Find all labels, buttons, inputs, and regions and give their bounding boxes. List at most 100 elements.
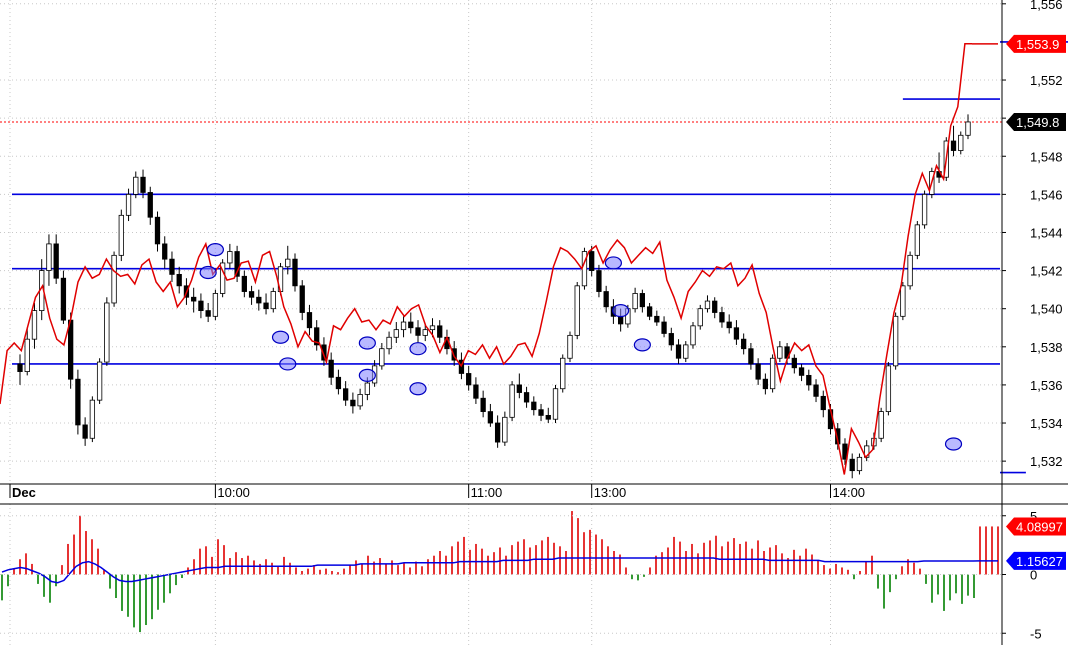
candle-body bbox=[205, 310, 211, 317]
candle-body bbox=[176, 273, 182, 287]
candle-body bbox=[212, 293, 219, 317]
y-tick-label: 1,542 bbox=[1030, 264, 1063, 279]
candle-body bbox=[755, 363, 761, 380]
candle-body bbox=[256, 296, 262, 304]
ellipse-marker bbox=[358, 368, 376, 382]
y-tick-label: 1,538 bbox=[1030, 340, 1063, 355]
ellipse-marker bbox=[944, 437, 963, 451]
candle-body bbox=[343, 388, 349, 401]
osc-badge-label: 4.08997 bbox=[1016, 519, 1063, 534]
candle-body bbox=[234, 251, 240, 277]
ellipse-marker bbox=[271, 330, 290, 344]
price-badge-shape bbox=[1006, 112, 1066, 131]
candle-body bbox=[661, 321, 667, 334]
candle-body bbox=[719, 312, 725, 323]
candle-body bbox=[806, 374, 812, 386]
candle-body bbox=[849, 458, 855, 472]
candle-body bbox=[357, 394, 363, 407]
candle-body bbox=[921, 193, 928, 226]
candle-body bbox=[306, 312, 313, 329]
candle-body bbox=[227, 251, 233, 264]
candle-body bbox=[241, 275, 247, 292]
candle-body bbox=[864, 445, 870, 458]
candle-body bbox=[299, 285, 305, 313]
candle-body bbox=[639, 293, 645, 308]
candle-body bbox=[82, 424, 88, 439]
candle-body bbox=[473, 384, 479, 399]
candle-body bbox=[364, 382, 371, 395]
y-tick-label: 1,544 bbox=[1030, 225, 1063, 240]
osc-badge: 1.15627 bbox=[1006, 551, 1066, 570]
candle-body bbox=[820, 395, 826, 411]
candle-body bbox=[567, 334, 573, 359]
candle-body bbox=[733, 327, 740, 340]
price-badge-label: 1,553.9 bbox=[1016, 37, 1059, 52]
x-tick-label: 14:00 bbox=[833, 485, 866, 500]
candle-body bbox=[270, 291, 276, 310]
candle-body bbox=[589, 251, 595, 271]
candle-body bbox=[516, 384, 522, 393]
candle-body bbox=[690, 325, 696, 346]
candle-body bbox=[89, 399, 96, 439]
candle-body bbox=[900, 285, 906, 317]
candle-body bbox=[748, 348, 754, 365]
ellipse-marker bbox=[279, 357, 297, 371]
candle-body bbox=[683, 344, 689, 359]
y-tick-label: 1,534 bbox=[1030, 416, 1063, 431]
candle-body bbox=[675, 344, 682, 359]
candle-body bbox=[60, 277, 67, 321]
osc-badge-shape bbox=[1006, 551, 1066, 570]
candle-body bbox=[285, 258, 291, 268]
ellipse-marker bbox=[633, 338, 651, 352]
osc-badge-label: 1.15627 bbox=[1016, 554, 1063, 569]
candle-body bbox=[958, 134, 964, 151]
candle-body bbox=[408, 321, 414, 329]
candle-body bbox=[704, 300, 711, 310]
candle-body bbox=[878, 411, 884, 439]
candle-body bbox=[17, 363, 23, 372]
ellipse-marker bbox=[409, 382, 427, 396]
candle-body bbox=[292, 258, 298, 287]
candle-body bbox=[914, 224, 920, 256]
candle-body bbox=[133, 176, 139, 195]
candle-body bbox=[487, 411, 494, 424]
candle-body bbox=[335, 376, 342, 390]
candle-body bbox=[950, 140, 957, 151]
ellipse-marker bbox=[612, 303, 630, 318]
candle-body bbox=[198, 300, 204, 311]
candle-body bbox=[494, 422, 501, 443]
candle-body bbox=[350, 399, 356, 407]
price-badge: 1,553.9 bbox=[1006, 34, 1066, 53]
x-tick-label: 13:00 bbox=[594, 485, 627, 500]
price-line-red bbox=[0, 43, 972, 475]
candle-body bbox=[523, 392, 530, 403]
candle-body bbox=[762, 378, 769, 390]
candle-body bbox=[104, 302, 110, 363]
candle-body bbox=[169, 258, 175, 275]
ellipse-marker bbox=[604, 256, 623, 270]
candle-body bbox=[24, 338, 30, 372]
price-badge: 1,549.8 bbox=[1006, 112, 1066, 131]
candle-body bbox=[321, 344, 327, 361]
candle-body bbox=[856, 456, 863, 472]
y-tick-label: 1,548 bbox=[1030, 149, 1063, 164]
candle-body bbox=[791, 357, 797, 369]
candle-body bbox=[466, 373, 472, 386]
candle-body bbox=[965, 121, 971, 136]
ellipse-marker bbox=[206, 243, 224, 257]
candle-body bbox=[379, 348, 385, 367]
candle-body bbox=[798, 367, 805, 376]
candle-body bbox=[502, 416, 508, 443]
ellipse-marker bbox=[409, 342, 427, 356]
candle-body bbox=[545, 415, 551, 420]
candle-body bbox=[118, 214, 124, 256]
candle-body bbox=[885, 365, 892, 412]
candle-body bbox=[400, 321, 407, 331]
y-tick-label: 1,556 bbox=[1030, 0, 1063, 12]
candle-body bbox=[437, 325, 443, 338]
price-badge-shape bbox=[1006, 34, 1066, 53]
candle-body bbox=[892, 315, 899, 367]
